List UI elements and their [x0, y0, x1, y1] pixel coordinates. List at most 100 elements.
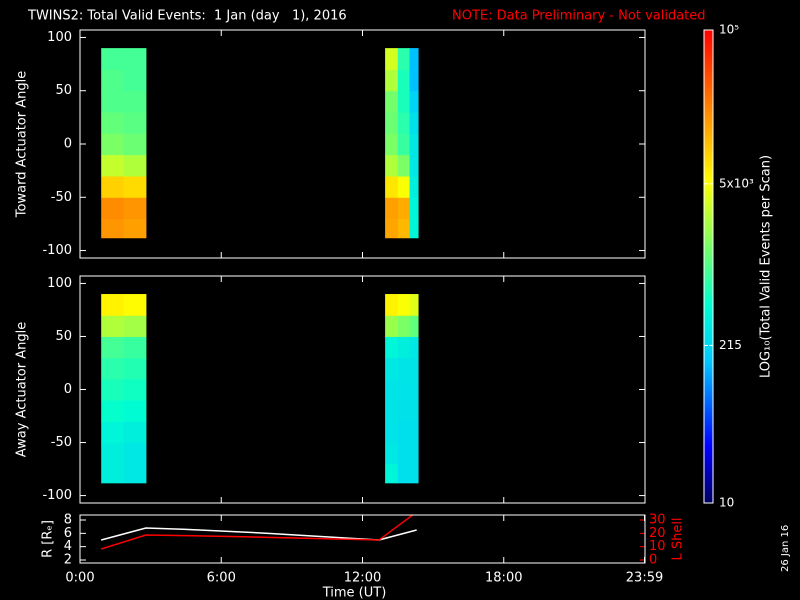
plot-area	[101, 294, 419, 484]
heatmap-cell	[385, 357, 399, 380]
y-tick-label: 0	[64, 137, 72, 152]
heatmap-cell	[409, 463, 419, 484]
heatmap-cell	[409, 48, 419, 70]
heatmap-cell	[409, 315, 419, 337]
heatmap-cell	[409, 400, 419, 422]
x-tick-label: 12:00	[344, 571, 381, 586]
x-label: Time (UT)	[322, 586, 387, 600]
heatmap-cell	[397, 421, 411, 444]
heatmap-cell	[101, 294, 125, 316]
note: NOTE: Data Preliminary - Not validated	[452, 9, 706, 24]
heatmap-cell	[385, 69, 399, 92]
heatmap-cell	[385, 378, 399, 401]
heatmap-cell	[397, 463, 411, 484]
heatmap-cell	[397, 175, 411, 198]
heatmap-cell	[397, 357, 411, 380]
y-label: Toward Actuator Angle	[15, 71, 30, 218]
heatmap-cell	[409, 133, 419, 156]
heatmap-cell	[397, 90, 411, 113]
heatmap-cell	[123, 336, 147, 359]
heatmap-cell	[409, 218, 419, 239]
y-label: Away Actuator Angle	[15, 322, 30, 457]
plot-area	[100, 515, 417, 550]
heatmap-cell	[123, 294, 147, 316]
heatmap-cell	[123, 175, 147, 198]
heatmap-cell	[101, 133, 125, 156]
heatmap-cell	[123, 400, 147, 422]
heatmap-cell	[385, 421, 399, 444]
y-tick-label: -50	[51, 190, 72, 205]
heatmap-cell	[397, 197, 411, 220]
y2-label: L Shell	[671, 517, 686, 560]
heatmap-cell	[385, 294, 399, 316]
heatmap-cell	[409, 175, 419, 198]
colorbar-label: LOG₁₀(Total Valid Events per Scan)	[759, 155, 774, 378]
heatmap-cell	[123, 442, 147, 465]
heatmap-cell	[385, 112, 399, 134]
heatmap-cell	[409, 90, 419, 113]
colorbar-frame	[703, 29, 714, 504]
heatmap-cell	[397, 218, 411, 239]
heatmap-cell	[123, 315, 147, 337]
heatmap-cell	[101, 378, 125, 401]
y-tick-label: 8	[64, 513, 72, 528]
heatmap-cell	[397, 48, 411, 70]
line	[100, 527, 417, 541]
heatmap-cell	[385, 400, 399, 422]
heatmap-cell	[409, 442, 419, 465]
y-tick-label: 50	[55, 329, 72, 344]
heatmap-cell	[101, 48, 125, 70]
heatmap-cell	[397, 378, 411, 401]
y-tick-label: -50	[51, 435, 72, 450]
heatmap-cell	[385, 133, 399, 156]
heatmap-cell	[397, 400, 411, 422]
line	[100, 515, 414, 550]
heatmap-cell	[409, 154, 419, 177]
colorbar	[704, 30, 713, 503]
heatmap-cell	[385, 154, 399, 177]
x-tick-label: 18:00	[485, 571, 522, 586]
heatmap-cell	[101, 442, 125, 465]
y-tick-label: 100	[47, 30, 72, 45]
heatmap-cell	[101, 175, 125, 198]
colorbar-tick-label: 5x10³	[719, 176, 754, 190]
heatmap-cell	[409, 112, 419, 134]
heatmap-cell	[123, 133, 147, 156]
heatmap-cell	[397, 336, 411, 359]
heatmap-cell	[409, 69, 419, 92]
heatmap-cell	[409, 294, 419, 316]
x-tick-label: 0:00	[65, 571, 94, 586]
title: TWINS2: Total Valid Events: 1 Jan (day 1…	[27, 9, 347, 24]
heatmap-cell	[123, 112, 147, 134]
heatmap-cell	[123, 357, 147, 380]
heatmap-cell	[409, 197, 419, 220]
heatmap-cell	[397, 154, 411, 177]
heatmap-cell	[123, 48, 147, 70]
colorbar-tick-label: 10	[719, 496, 734, 510]
heatmap-cell	[385, 48, 399, 70]
y-tick-label: 100	[47, 276, 72, 291]
y2-tick-label: 10	[649, 539, 666, 554]
heatmap-cell	[397, 294, 411, 316]
y-tick-label: -100	[42, 488, 72, 503]
heatmap-cell	[123, 154, 147, 177]
colorbar-tick-label: 215	[719, 338, 742, 352]
colorbar-tick-label: 10⁵	[719, 23, 739, 37]
y-label: R [Rₑ]	[41, 520, 56, 558]
heatmap-cell	[385, 218, 399, 239]
heatmap-cell	[123, 463, 147, 484]
x-tick-label: 6:00	[207, 571, 236, 586]
y2-tick-label: 30	[649, 513, 666, 528]
heatmap-cell	[123, 197, 147, 220]
heatmap-cell	[101, 400, 125, 422]
heatmap-cell	[397, 315, 411, 337]
heatmap-cell	[123, 90, 147, 113]
y-tick-label: 0	[64, 382, 72, 397]
heatmap-cell	[409, 378, 419, 401]
heatmap-cell	[101, 197, 125, 220]
heatmap-cell	[101, 218, 125, 239]
heatmap-cell	[101, 463, 125, 484]
heatmap-cell	[385, 336, 399, 359]
heatmap-cell	[385, 90, 399, 113]
